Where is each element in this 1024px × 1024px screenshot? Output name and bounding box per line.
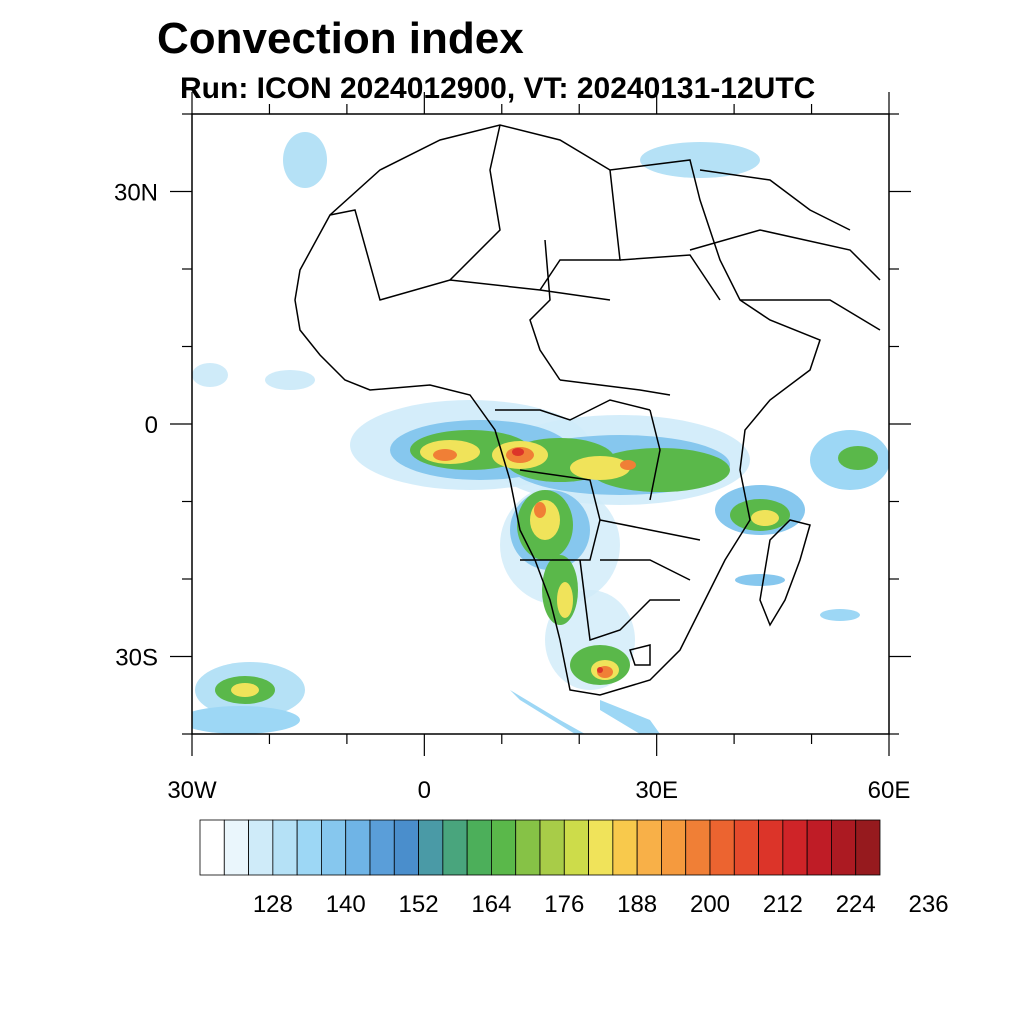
colorbar-swatch: [248, 819, 274, 876]
colorbar-swatch: [369, 819, 395, 876]
colorbar-label: 176: [544, 891, 584, 918]
colorbar-swatch: [855, 819, 881, 876]
colorbar-swatch: [418, 819, 444, 876]
colorbar-swatch: [272, 819, 298, 876]
colorbar-label: 140: [326, 891, 366, 918]
colorbar-swatch: [321, 819, 347, 876]
colorbar-label: 164: [471, 891, 511, 918]
colorbar-label: 212: [763, 891, 803, 918]
lat-tick-label: 30S: [115, 645, 158, 672]
colorbar-label: 152: [399, 891, 439, 918]
lon-tick-label: 60E: [868, 777, 911, 804]
colorbar-swatch: [733, 819, 759, 876]
lon-tick-label: 30W: [167, 777, 217, 804]
colorbar-swatch: [296, 819, 322, 876]
lat-tick-label: 30N: [114, 180, 158, 207]
colorbar-swatch: [806, 819, 832, 876]
chart-title: Convection index: [157, 14, 524, 63]
colorbar-swatch: [466, 819, 492, 876]
colorbar-label: 236: [909, 891, 949, 918]
colorbar-swatch: [345, 819, 371, 876]
colorbar-label: 128: [253, 891, 293, 918]
colorbar-swatch: [685, 819, 711, 876]
colorbar-swatch: [563, 819, 589, 876]
colorbar: 128 140 152 164 176 188 200 212 224 236: [199, 819, 949, 918]
colorbar-swatch: [782, 819, 808, 876]
colorbar-swatch: [491, 819, 517, 876]
colorbar-swatch: [661, 819, 687, 876]
colorbar-swatch: [393, 819, 419, 876]
colorbar-swatch: [539, 819, 565, 876]
chart-subtitle: Run: ICON 2024012900, VT: 20240131-12UTC: [180, 72, 816, 105]
lon-tick-label: 30E: [635, 777, 678, 804]
colorbar-swatch: [636, 819, 662, 876]
colorbar-swatch: [199, 819, 225, 876]
colorbar-swatch: [709, 819, 735, 876]
colorbar-swatch: [831, 819, 857, 876]
colorbar-swatch: [442, 819, 468, 876]
colorbar-label: 224: [836, 891, 876, 918]
colorbar-swatch: [223, 819, 249, 876]
colorbar-swatch: [612, 819, 638, 876]
colorbar-label: 200: [690, 891, 730, 918]
convection-field: [192, 132, 889, 734]
colorbar-swatch: [588, 819, 614, 876]
axis-ticks: 30W 0 30E 60E 30N 0 30S: [114, 92, 911, 804]
lat-tick-label: 0: [145, 412, 158, 439]
lon-tick-label: 0: [418, 777, 431, 804]
colorbar-label: 188: [617, 891, 657, 918]
colorbar-swatch: [758, 819, 784, 876]
coastlines-borders: [294, 124, 881, 696]
colorbar-swatch: [515, 819, 541, 876]
